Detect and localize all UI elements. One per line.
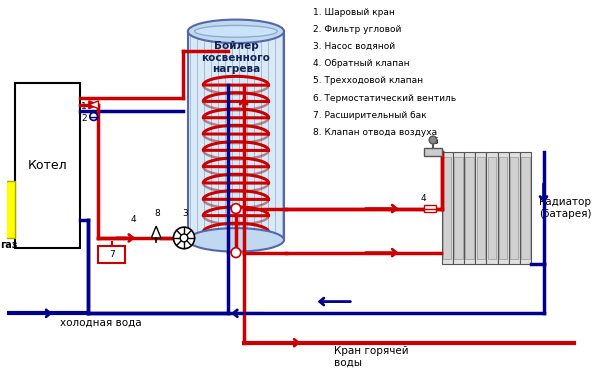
Bar <box>464 152 475 265</box>
Text: Бойлер
косвенного
нагрева: Бойлер косвенного нагрева <box>202 41 271 75</box>
Text: 6: 6 <box>432 137 438 146</box>
Bar <box>3 181 15 238</box>
Polygon shape <box>151 226 161 238</box>
Text: Кран горячей
воды: Кран горячей воды <box>334 346 409 367</box>
Bar <box>98 246 125 263</box>
Polygon shape <box>89 101 98 109</box>
Bar <box>15 83 80 248</box>
Text: 1. Шаровый кран: 1. Шаровый кран <box>313 8 395 17</box>
Bar <box>466 157 474 259</box>
Text: 8: 8 <box>154 209 160 219</box>
Bar <box>475 152 487 265</box>
Text: холодная вода: холодная вода <box>60 317 142 327</box>
Text: 2. Фильтр угловой: 2. Фильтр угловой <box>313 25 401 34</box>
Text: 6. Термостатический вентиль: 6. Термостатический вентиль <box>313 93 456 102</box>
Text: 7: 7 <box>109 250 115 259</box>
Bar <box>499 157 507 259</box>
Bar <box>442 152 453 265</box>
Bar <box>488 157 496 259</box>
Bar <box>476 157 485 259</box>
Bar <box>454 157 463 259</box>
Text: Радиатор
(батарея): Радиатор (батарея) <box>539 197 591 219</box>
Text: 4. Обратный клапан: 4. Обратный клапан <box>313 59 409 68</box>
Bar <box>424 148 442 156</box>
Text: 2: 2 <box>81 114 87 122</box>
Bar <box>424 205 436 213</box>
Bar <box>521 157 530 259</box>
Bar <box>443 157 451 259</box>
Text: 3: 3 <box>182 209 188 219</box>
Text: 4: 4 <box>130 215 136 224</box>
Bar <box>510 157 518 259</box>
Circle shape <box>231 204 241 213</box>
Circle shape <box>90 113 98 121</box>
Circle shape <box>429 136 437 144</box>
Text: 5: 5 <box>223 230 228 239</box>
Polygon shape <box>89 101 98 109</box>
Bar <box>497 152 509 265</box>
Ellipse shape <box>188 228 284 252</box>
Text: 5. Трехходовой клапан: 5. Трехходовой клапан <box>313 76 423 85</box>
Bar <box>453 152 464 265</box>
Text: 3. Насос водяной: 3. Насос водяной <box>313 42 395 51</box>
Circle shape <box>231 248 241 257</box>
Text: 4: 4 <box>421 194 426 203</box>
Bar <box>520 152 531 265</box>
Ellipse shape <box>194 26 277 37</box>
Ellipse shape <box>188 20 284 43</box>
Bar <box>487 152 497 265</box>
Circle shape <box>173 227 194 249</box>
Text: 8. Клапан отвода воздуха: 8. Клапан отвода воздуха <box>313 128 437 137</box>
Text: газ: газ <box>1 240 18 250</box>
Text: 7. Расширительный бак: 7. Расширительный бак <box>313 111 427 119</box>
Text: 1: 1 <box>81 102 87 111</box>
Text: Котел: Котел <box>28 159 67 172</box>
Bar <box>509 152 520 265</box>
Circle shape <box>180 234 188 242</box>
Bar <box>188 31 284 240</box>
